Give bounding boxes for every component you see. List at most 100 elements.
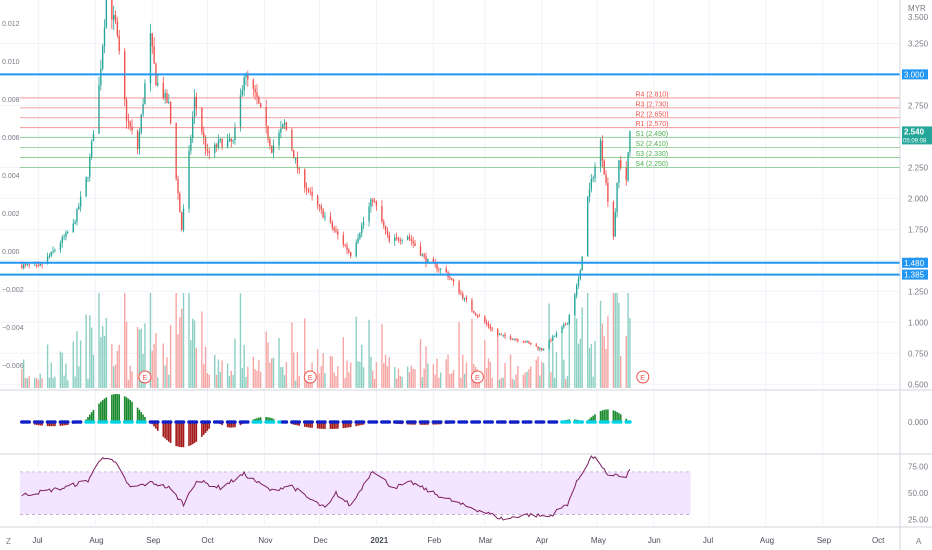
volume-bar	[63, 375, 65, 388]
histogram-bar	[166, 422, 168, 441]
zero-dot	[143, 420, 147, 424]
candle-body	[100, 68, 102, 86]
candle-body	[629, 131, 631, 153]
volume-bar	[511, 378, 514, 388]
volume-bar	[114, 364, 117, 388]
volume-bar	[254, 369, 256, 388]
histogram-bar	[188, 422, 190, 446]
candle-body	[318, 204, 321, 207]
price-tick-label: 2.750	[908, 101, 929, 110]
volume-bar	[627, 293, 629, 388]
volume-bar	[291, 322, 293, 388]
histogram-bar	[177, 422, 179, 447]
volume-bar	[138, 329, 141, 388]
volume-bar	[256, 370, 258, 388]
auto-scale-button[interactable]: A	[916, 537, 922, 546]
volume-bar	[537, 356, 539, 388]
volume-bar	[74, 376, 76, 388]
histogram-bar	[52, 422, 54, 427]
zero-dot	[490, 420, 494, 424]
time-tick-label: Sep	[817, 536, 832, 545]
volume-bar	[603, 336, 605, 388]
zero-dot	[348, 420, 353, 424]
candle-body	[140, 114, 142, 133]
volume-bar	[232, 374, 234, 388]
candle-body	[204, 137, 207, 150]
timezone-button[interactable]: Z	[6, 537, 11, 546]
histogram-bar	[228, 422, 231, 428]
candle-body	[432, 258, 435, 263]
candlestick-series[interactable]	[21, 0, 631, 352]
pivot-label: S4 (2.250)	[635, 161, 668, 168]
volume-bar	[324, 372, 326, 388]
histogram-bar	[206, 422, 209, 431]
candle-body	[465, 297, 468, 301]
candle-body	[463, 297, 466, 299]
candle-body	[561, 326, 563, 334]
earnings-marker[interactable]	[636, 370, 650, 384]
volume-bar	[180, 308, 183, 388]
candle-body	[322, 209, 324, 218]
candle-body	[575, 285, 578, 296]
volume-bar	[157, 377, 159, 388]
pivot-label: S1 (2.490)	[635, 131, 668, 138]
pivot-label: R3 (2.730)	[635, 101, 668, 108]
candle-body	[206, 149, 209, 152]
volume-bar	[85, 314, 87, 388]
candle-body	[46, 256, 49, 265]
candle-body	[383, 221, 385, 226]
candle-body	[114, 14, 117, 22]
volume-bar	[304, 318, 306, 388]
volume-bar	[535, 359, 537, 388]
earnings-marker[interactable]	[138, 370, 152, 384]
horizontal-levels[interactable]	[0, 73, 900, 276]
volume-bar	[41, 378, 43, 388]
rsi-tick-label: 75.00	[908, 463, 929, 472]
candle-body	[388, 234, 390, 241]
candle-body	[348, 249, 350, 253]
corner-buttons[interactable]: Z A	[6, 537, 922, 546]
volume-bar	[76, 331, 78, 388]
candle-body	[485, 322, 488, 324]
candle-body	[296, 157, 299, 169]
candle-body	[361, 225, 363, 234]
candle-body	[410, 238, 413, 241]
histogram-bar	[303, 422, 306, 427]
candle-body	[548, 340, 550, 349]
candle-body	[423, 254, 425, 257]
candle-body	[179, 193, 181, 213]
candle-body	[586, 197, 589, 257]
histogram-bar	[129, 400, 132, 422]
histogram-bar	[90, 412, 93, 422]
candle-body	[33, 264, 36, 266]
volume-bar	[575, 318, 578, 388]
candle-body	[39, 263, 41, 266]
zero-dot	[104, 420, 109, 424]
volume-bar	[252, 356, 255, 388]
zero-dot	[246, 420, 250, 424]
candle-body	[496, 329, 499, 335]
earnings-marker[interactable]	[303, 370, 317, 384]
candle-body	[590, 178, 593, 189]
zero-dot	[271, 420, 276, 424]
histogram-bar	[265, 417, 267, 422]
histogram-bar	[316, 422, 319, 429]
price-tick-label: 2.250	[908, 163, 929, 172]
volume-bar	[592, 376, 594, 388]
volume-bar	[447, 354, 449, 388]
histogram-bar	[331, 422, 334, 429]
candle-body	[498, 334, 501, 336]
histogram-bar	[50, 422, 53, 427]
volume-bar	[612, 293, 615, 388]
candle-body	[180, 212, 183, 230]
time-axis[interactable]: Jul Aug Sep Oct Nov Dec 2021 Feb Mar Apr May Jun Jul…	[32, 536, 885, 545]
candle-body	[566, 324, 569, 325]
candle-body	[112, 14, 115, 20]
volume-bar	[322, 353, 324, 388]
volume-bar	[412, 368, 414, 388]
rsi-band-fill	[20, 471, 691, 515]
earnings-marker[interactable]	[470, 370, 484, 384]
